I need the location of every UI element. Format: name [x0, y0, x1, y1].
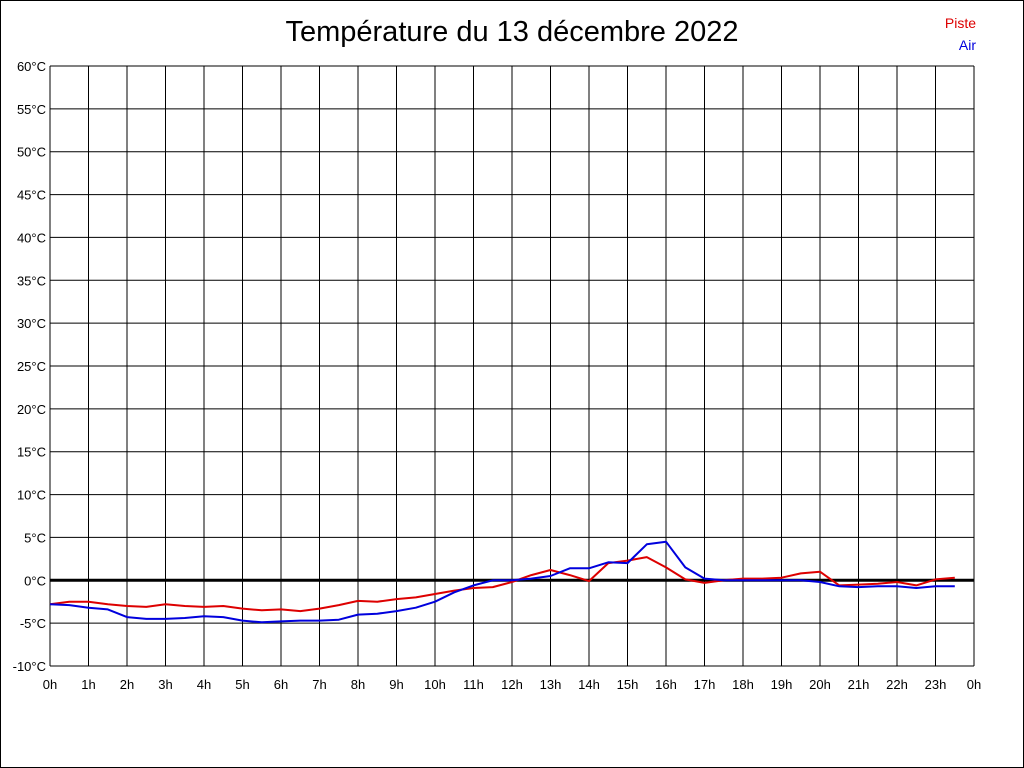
x-tick-label: 11h [463, 677, 484, 692]
series-lines [49, 540, 955, 624]
y-tick-label: -5°C [20, 616, 46, 631]
y-tick-label: -10°C [13, 659, 46, 674]
x-tick-label: 9h [389, 677, 403, 692]
legend-entry-piste: Piste [944, 15, 976, 31]
y-tick-label: 0°C [24, 573, 46, 588]
x-tick-label: 1h [81, 677, 95, 692]
y-tick-label: 30°C [17, 316, 46, 331]
x-tick-label: 14h [578, 677, 600, 692]
x-tick-label: 20h [809, 677, 831, 692]
x-tick-label: 3h [158, 677, 172, 692]
x-tick-label: 22h [886, 677, 908, 692]
x-tick-label: 7h [312, 677, 326, 692]
x-tick-label: 23h [925, 677, 947, 692]
series-line-piste [49, 556, 955, 613]
x-tick-label: 0h [967, 677, 981, 692]
chart-title: Température du 13 décembre 2022 [285, 16, 739, 48]
y-tick-label: 10°C [17, 488, 46, 503]
x-tick-label: 16h [655, 677, 677, 692]
x-tick-label: 18h [732, 677, 754, 692]
x-axis-ticks: 0h 1h 2h 3h 4h 5h 6h 7h 8h 9h 10h 11h 12h 13h 14h 15h 16… [43, 677, 981, 692]
y-tick-label: 50°C [17, 145, 46, 160]
x-tick-label: 0h [43, 677, 57, 692]
y-tick-label: 40°C [17, 230, 46, 245]
x-tick-label: 8h [351, 677, 365, 692]
y-tick-label: 55°C [17, 102, 46, 117]
x-tick-label: 10h [424, 677, 446, 692]
y-tick-label: 60°C [17, 59, 46, 74]
x-tick-label: 6h [274, 677, 288, 692]
x-tick-label: 4h [197, 677, 211, 692]
y-tick-label: 25°C [17, 359, 46, 374]
y-tick-label: 45°C [17, 188, 46, 203]
y-tick-label: 15°C [17, 445, 46, 460]
x-tick-label: 17h [694, 677, 716, 692]
y-axis-ticks: 60°C 55°C 50°C 45°C 40°C 35°C 30°C 25°C 20°C 15°C… [13, 59, 46, 674]
x-tick-label: 21h [848, 677, 870, 692]
y-tick-label: 20°C [17, 402, 46, 417]
grid-lines [49, 65, 975, 667]
y-tick-label: 5°C [24, 530, 46, 545]
legend-entry-air: Air [958, 37, 976, 53]
x-tick-label: 13h [540, 677, 562, 692]
chart-legend: Piste Air [945, 12, 976, 56]
series-line-air [49, 540, 955, 624]
x-tick-label: 12h [501, 677, 523, 692]
y-tick-label: 35°C [17, 273, 46, 288]
x-tick-label: 2h [120, 677, 134, 692]
x-tick-label: 15h [617, 677, 639, 692]
x-tick-label: 5h [235, 677, 249, 692]
x-tick-label: 19h [771, 677, 793, 692]
